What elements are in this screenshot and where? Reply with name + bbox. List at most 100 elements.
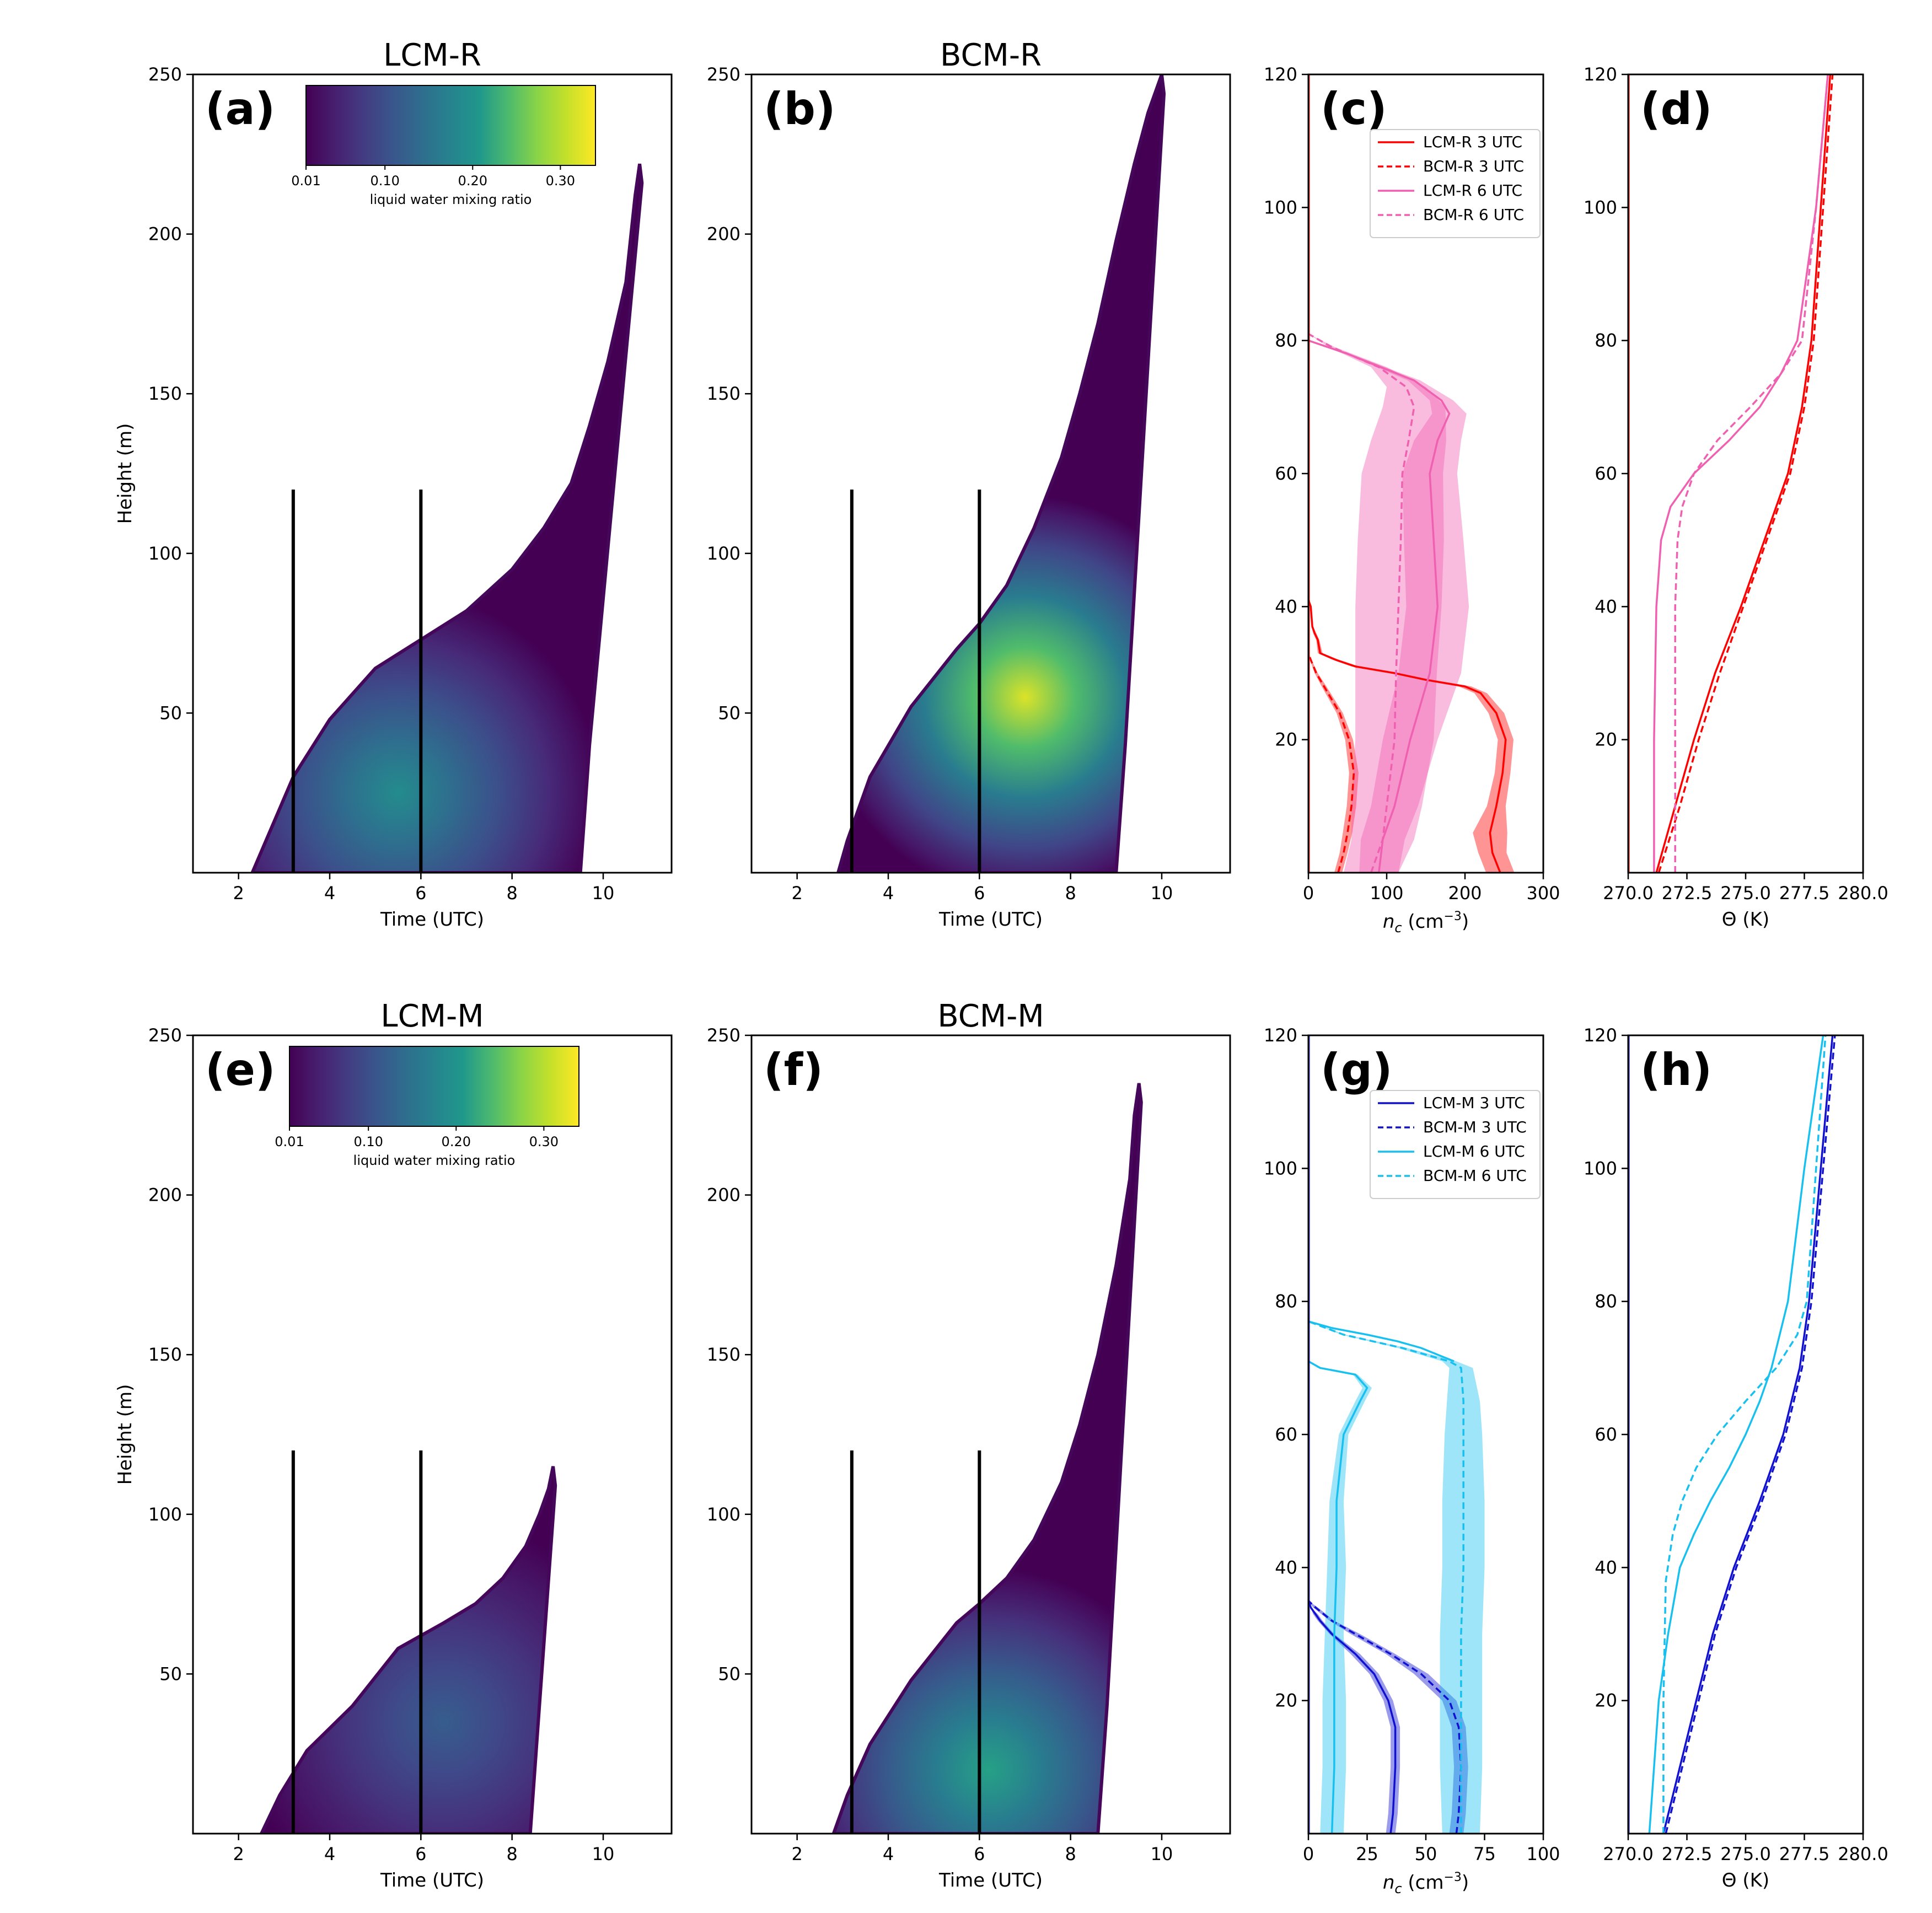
x-tick-label: 270.0 — [1603, 1844, 1654, 1864]
y-tick-label: 100 — [1584, 1158, 1617, 1179]
y-tick-label: 80 — [1595, 1291, 1617, 1312]
x-axis-label: Time (UTC) — [938, 909, 1043, 931]
plot-area-d — [1629, 74, 1834, 873]
x-tick-label: 0 — [1303, 1844, 1314, 1864]
y-axis-label: Height (m) — [114, 423, 136, 524]
y-tick-label: 150 — [707, 383, 740, 404]
x-tick-label: 6 — [974, 1844, 985, 1864]
x-tick-label: 200 — [1448, 883, 1482, 904]
y-tick-label: 150 — [148, 1344, 182, 1365]
cloud-field — [831, 1083, 1143, 1834]
x-tick-label: 2 — [791, 883, 802, 904]
panel-label: (a) — [205, 83, 275, 135]
legend-entry: LCM-R 6 UTC — [1423, 181, 1522, 200]
x-tick-label: 300 — [1526, 883, 1560, 904]
panel-label: (f) — [764, 1044, 823, 1095]
y-tick-label: 100 — [707, 543, 740, 564]
y-tick-label: 250 — [707, 1025, 740, 1046]
x-tick-label: 100 — [1526, 1844, 1560, 1864]
series-line — [1308, 1320, 1455, 1362]
series-line — [1648, 1035, 1824, 1834]
axes-frame — [1627, 73, 1864, 874]
x-tick-label: 10 — [592, 883, 615, 904]
y-tick-label: 50 — [159, 1663, 182, 1684]
colorbar-tick-label: 0.30 — [546, 173, 575, 189]
x-tick-label: 4 — [883, 1844, 894, 1864]
y-tick-label: 40 — [1275, 1557, 1297, 1578]
y-tick-label: 200 — [707, 1185, 740, 1206]
plot-area-c — [1308, 74, 1515, 873]
x-tick-label: 8 — [506, 883, 517, 904]
plot-area-g — [1308, 1035, 1485, 1834]
y-tick-label: 20 — [1275, 1690, 1297, 1711]
colorbar-tick-label: 0.30 — [529, 1134, 559, 1149]
panel-h: 270.0 272.5 275.0 277.5 280.0 20 40 60 80 100 120 Θ… — [1584, 1025, 1888, 1891]
y-tick-label: 250 — [148, 1025, 182, 1046]
panel-label: (g) — [1321, 1044, 1392, 1095]
x-tick-label: 4 — [324, 1844, 335, 1864]
legend-entry: LCM-R 3 UTC — [1423, 133, 1522, 151]
colorbar-tick-label: 0.01 — [291, 173, 320, 189]
colorbar-tick-label: 0.01 — [275, 1134, 304, 1149]
y-tick-label: 100 — [1264, 1158, 1297, 1179]
y-tick-label: 120 — [1584, 64, 1617, 85]
axes-frame — [750, 73, 1231, 874]
cloud-field — [836, 74, 1166, 873]
series-line — [1308, 1320, 1464, 1834]
y-tick-label: 200 — [148, 224, 182, 245]
y-tick-label: 120 — [1264, 1025, 1297, 1046]
x-tick-label: 2 — [233, 1844, 244, 1864]
y-axis-label: Height (m) — [114, 1384, 136, 1485]
y-tick-label: 100 — [707, 1504, 740, 1525]
colorbar-scale — [289, 1046, 579, 1127]
legend-box — [1370, 129, 1541, 238]
spread-band — [1308, 1361, 1372, 1834]
series-line — [1653, 74, 1829, 873]
y-tick-label: 50 — [718, 702, 740, 723]
series-line — [1662, 1035, 1834, 1834]
legend-entry: BCM-M 3 UTC — [1423, 1118, 1527, 1136]
series-line — [1655, 74, 1832, 873]
panel-title: LCM-M — [380, 998, 484, 1034]
y-tick-label: 200 — [148, 1185, 182, 1206]
y-tick-label: 250 — [148, 64, 182, 85]
spread-band — [1308, 653, 1359, 873]
panel-f: 2 4 6 8 10 50 100 150 200 250 Time (UTC) BCM-M (f) — [707, 998, 1231, 1891]
y-tick-label: 150 — [148, 383, 182, 404]
spread-band — [1308, 340, 1469, 873]
panel-b: 2 4 6 8 10 50 100 150 200 250 Time (UTC) BCM-R (b) — [707, 37, 1231, 931]
series-line — [1662, 1035, 1827, 1834]
x-tick-label: 272.5 — [1662, 1844, 1713, 1864]
x-tick-label: 270.0 — [1603, 883, 1654, 904]
series-line — [1308, 1600, 1462, 1834]
colorbar-tick-label: 0.20 — [458, 173, 487, 189]
x-tick-label: 10 — [1151, 883, 1173, 904]
x-axis-label: nc (cm−3) — [1383, 910, 1469, 936]
y-tick-label: 120 — [1264, 64, 1297, 85]
x-axis-label: Time (UTC) — [380, 909, 484, 931]
x-tick-label: 0 — [1303, 883, 1314, 904]
x-tick-label: 272.5 — [1662, 883, 1713, 904]
spread-band — [1308, 1600, 1400, 1834]
x-tick-label: 6 — [974, 883, 985, 904]
cloud-field — [259, 1466, 557, 1834]
x-tick-label: 275.0 — [1720, 1844, 1771, 1864]
legend: LCM-R 3 UTC BCM-R 3 UTC LCM-R 6 UTC BCM-R 6… — [1370, 129, 1541, 238]
legend-entry: BCM-R 6 UTC — [1423, 206, 1524, 224]
x-tick-label: 8 — [506, 1844, 517, 1864]
y-tick-label: 20 — [1595, 1690, 1617, 1711]
y-tick-label: 200 — [707, 224, 740, 245]
spread-band — [1308, 1321, 1485, 1834]
panel-label: (h) — [1640, 1044, 1712, 1095]
y-tick-label: 20 — [1595, 729, 1617, 750]
y-tick-label: 50 — [159, 702, 182, 723]
series-line — [1657, 74, 1834, 873]
plot-area-b — [836, 74, 1166, 873]
colorbar: 0.01 0.10 0.20 0.30 liquid water mixing rati… — [291, 85, 596, 207]
series-line — [1308, 340, 1451, 873]
legend-entry: BCM-M 6 UTC — [1423, 1167, 1527, 1185]
y-tick-label: 40 — [1275, 596, 1297, 617]
panel-label: (d) — [1640, 83, 1712, 135]
y-tick-label: 80 — [1275, 330, 1297, 351]
